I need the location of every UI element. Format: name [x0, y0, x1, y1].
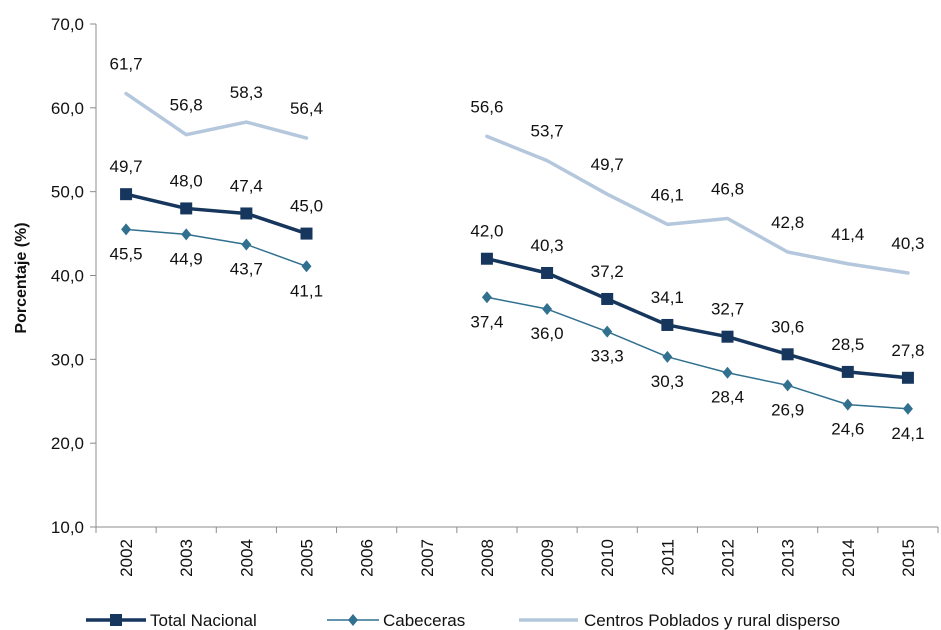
data-label: 46,8 — [711, 179, 744, 198]
x-tick-label: 2006 — [358, 539, 377, 577]
x-tick-label: 2012 — [719, 539, 738, 577]
legend-diamond-marker — [348, 614, 358, 626]
data-label: 41,1 — [290, 281, 323, 300]
data-label: 26,9 — [771, 400, 804, 419]
x-tick-label: 2009 — [538, 539, 557, 577]
x-tick-label: 2004 — [237, 539, 256, 577]
x-tick-label: 2003 — [177, 539, 196, 577]
x-tick-label: 2015 — [899, 539, 918, 577]
y-tick-label: 70,0 — [51, 15, 84, 34]
data-label: 44,9 — [170, 249, 203, 268]
x-tick-label: 2007 — [418, 539, 437, 577]
axes: 10,0 20,0 30,0 40,0 50,0 60,0 70,0 2002 2003 2004… — [51, 15, 939, 577]
y-tick-label: 20,0 — [51, 434, 84, 453]
square-marker — [601, 292, 614, 305]
data-label: 40,3 — [531, 236, 564, 255]
data-label: 56,4 — [290, 99, 323, 118]
diamond-marker — [301, 260, 312, 273]
series-line — [485, 134, 910, 275]
data-label: 43,7 — [230, 259, 263, 278]
data-label: 40,3 — [891, 234, 924, 253]
diamond-marker — [121, 223, 132, 236]
series-line — [124, 91, 309, 140]
data-label: 58,3 — [230, 83, 263, 102]
diamond-marker — [722, 366, 733, 379]
data-label: 28,5 — [831, 335, 864, 354]
square-marker — [300, 227, 313, 240]
y-tick-label: 40,0 — [51, 267, 84, 286]
diamond-marker — [241, 238, 252, 251]
diamond-marker — [602, 325, 613, 338]
data-labels: 61,7 56,8 58,3 56,4 56,6 53,7 49,7 46,1 46,8 42,8… — [110, 55, 925, 443]
series-line — [485, 256, 910, 380]
y-axis-label: Porcentaje (%) — [13, 222, 30, 333]
data-label: 56,8 — [170, 96, 203, 115]
legend-square-marker — [110, 614, 122, 626]
data-label: 33,3 — [591, 347, 624, 366]
x-tick-label: 2014 — [839, 539, 858, 577]
data-label: 36,0 — [531, 324, 564, 343]
x-tick-label: 2002 — [117, 539, 136, 577]
x-tick-label: 2013 — [779, 539, 798, 577]
data-label: 45,0 — [290, 197, 323, 216]
diamond-marker — [662, 350, 673, 363]
x-tick-label: 2010 — [598, 539, 617, 577]
square-marker — [240, 207, 253, 220]
data-label: 47,4 — [230, 176, 263, 195]
data-label: 42,0 — [470, 222, 503, 241]
data-label: 42,8 — [771, 213, 804, 232]
x-tick-label: 2011 — [658, 539, 677, 576]
square-marker — [661, 318, 674, 331]
data-label: 32,7 — [711, 300, 744, 319]
data-label: 24,6 — [831, 420, 864, 439]
data-label: 37,4 — [470, 312, 503, 331]
diamond-marker — [481, 291, 492, 304]
data-label: 48,0 — [170, 171, 203, 190]
series-line — [125, 228, 308, 268]
data-label: 61,7 — [110, 55, 143, 74]
square-marker — [841, 365, 854, 378]
data-label: 53,7 — [531, 122, 564, 141]
data-label: 27,8 — [891, 341, 924, 360]
data-label: 28,4 — [711, 388, 744, 407]
data-label: 24,1 — [891, 424, 924, 443]
square-marker — [180, 202, 193, 215]
series-line — [124, 192, 309, 236]
diamond-marker — [782, 379, 793, 392]
legend: Total Nacional Cabeceras Centros Poblados … — [86, 611, 840, 630]
square-marker — [541, 266, 554, 279]
square-marker — [721, 330, 734, 343]
data-label: 56,6 — [470, 97, 503, 116]
diamond-marker — [181, 228, 192, 241]
data-label: 30,3 — [651, 372, 684, 391]
data-label: 46,1 — [651, 185, 684, 204]
diamond-marker — [902, 402, 913, 415]
data-label: 45,5 — [110, 244, 143, 263]
square-marker — [901, 371, 914, 384]
data-label: 34,1 — [651, 288, 684, 307]
legend-entry-label: Centros Poblados y rural disperso — [584, 611, 840, 630]
y-tick-label: 30,0 — [51, 350, 84, 369]
legend-entry-label: Cabeceras — [383, 611, 465, 630]
legend-entry-label: Total Nacional — [150, 611, 257, 630]
data-label: 30,6 — [771, 317, 804, 336]
y-tick-label: 50,0 — [51, 183, 84, 202]
series-line — [486, 296, 909, 410]
y-tick-label: 10,0 — [51, 518, 84, 537]
square-marker — [781, 348, 794, 361]
square-marker — [120, 188, 133, 201]
diamond-marker — [842, 398, 853, 411]
series-layer — [120, 91, 914, 415]
x-tick-label: 2008 — [478, 539, 497, 577]
data-label: 49,7 — [110, 157, 143, 176]
data-label: 37,2 — [591, 262, 624, 281]
x-tick-label: 2005 — [298, 539, 317, 577]
data-label: 41,4 — [831, 225, 864, 244]
data-label: 49,7 — [591, 155, 624, 174]
square-marker — [480, 252, 493, 265]
diamond-marker — [542, 303, 553, 316]
y-tick-label: 60,0 — [51, 99, 84, 118]
